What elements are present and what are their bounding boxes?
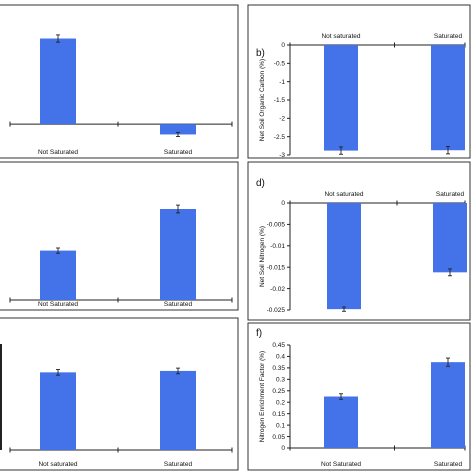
category-label: Not Saturated (38, 301, 78, 308)
y-tick-label: 0 (281, 200, 285, 207)
y-tick-label: -2.5 (274, 134, 286, 141)
panel-frame (247, 4, 471, 159)
y-tick-label: -1 (279, 79, 285, 86)
y-tick-label: 0.2 (276, 399, 285, 406)
category-label: Saturated (434, 33, 463, 40)
category-label: Saturated (164, 461, 193, 468)
y-tick-label: -1.5 (274, 97, 286, 104)
y-axis-label: Net Soil Organic Carbon (%) (259, 59, 266, 141)
chart-panel-f: f) Nitrogen Enrichment Factor (%) 0 0.05 0.1… (247, 322, 471, 471)
category-label: Not Saturated (38, 149, 78, 156)
y-tick-label: -0.02 (270, 286, 285, 293)
y-tick-label: -0.025 (267, 307, 286, 314)
panel-frame (0, 317, 239, 471)
y-tick-label: -0.005 (267, 222, 286, 229)
y-tick-label: -2 (279, 116, 285, 123)
bar-not-saturated (40, 372, 76, 450)
category-label: Not Saturated (321, 461, 361, 468)
y-tick-label: 0.45 (272, 342, 285, 349)
panel-frame (0, 4, 239, 159)
y-tick-label: 0.15 (272, 411, 285, 418)
y-tick-label: -0.5 (274, 61, 286, 68)
panel-frame (247, 161, 471, 321)
y-tick-label: 0 (281, 42, 285, 49)
category-label: Not saturated (38, 461, 77, 468)
y-tick-label: 0.35 (272, 365, 285, 372)
y-tick-label: -0.01 (270, 243, 285, 250)
category-label: Saturated (434, 461, 463, 468)
chart-panel-d: d) Net Soil Nitrogen (%) 0 -0.005 -0.01 -0.01… (247, 161, 471, 321)
bar-saturated (160, 370, 196, 450)
bar-not-saturated (327, 203, 361, 310)
y-axis-label: Nitrogen Enrichment Factor (%) (259, 351, 266, 442)
y-tick-label: 0 (281, 445, 285, 452)
category-label: Saturated (436, 191, 465, 198)
bar-saturated (160, 124, 196, 135)
chart-panel-c: Not Saturated Saturated (0, 161, 239, 311)
y-tick-label: 0.4 (276, 354, 285, 361)
bar-saturated (431, 45, 465, 151)
y-axis-label: Net Soil Nitrogen (%) (259, 226, 266, 287)
bar-not-saturated (324, 396, 358, 448)
category-label: Not saturated (324, 191, 363, 198)
panel-frame (247, 322, 471, 471)
bar-saturated (160, 209, 196, 300)
panel-label: b) (256, 48, 265, 59)
panel-frame (0, 161, 239, 311)
chart-panel-a: Not Saturated Saturated (0, 4, 239, 159)
bar-not-saturated (40, 38, 76, 125)
chart-panel-e: Not saturated Saturated (0, 317, 239, 471)
bar-saturated (433, 203, 467, 273)
y-tick-label: -3 (279, 152, 285, 159)
category-label: Saturated (164, 149, 193, 156)
bar-not-saturated (324, 45, 358, 151)
bar-not-saturated (40, 250, 76, 300)
bar-saturated (431, 362, 465, 448)
panel-label: d) (256, 178, 265, 189)
y-tick-label: -0.015 (267, 264, 286, 271)
category-label: Not saturated (321, 33, 360, 40)
y-tick-label: 0.1 (276, 422, 285, 429)
y-tick-label: 0.25 (272, 388, 285, 395)
panel-label: f) (256, 328, 262, 339)
y-tick-label: 0.3 (276, 377, 285, 384)
category-label: Saturated (164, 301, 193, 308)
y-tick-label: 0.05 (272, 434, 285, 441)
chart-panel-b: b)Net Soil Organic Carbon (%) 0 -0.5 -1 -1.5… (247, 4, 471, 159)
